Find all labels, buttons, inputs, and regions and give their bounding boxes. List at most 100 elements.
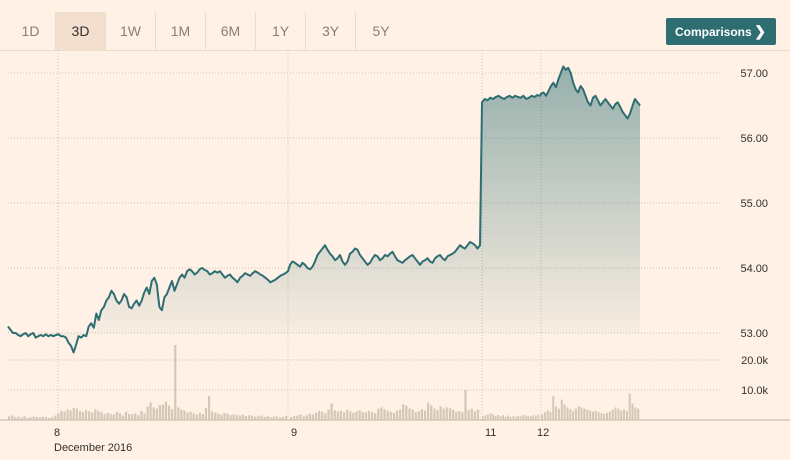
x-tick-label: 8 (54, 427, 60, 439)
volume-bar (509, 417, 512, 420)
volume-bar (349, 411, 352, 420)
volume-bar (504, 416, 507, 420)
volume-bar (308, 413, 311, 420)
volume-bar (324, 413, 327, 420)
volume-bar (121, 415, 124, 420)
volume-bar (146, 406, 149, 420)
comparisons-button[interactable]: Comparisons ❯ (666, 18, 776, 45)
volume-bar (543, 412, 546, 420)
volume-bar (78, 411, 81, 420)
volume-bar (623, 409, 625, 420)
y-axis: 57.00 56.00 55.00 54.00 53.00 20.0k 10.0k (740, 68, 768, 397)
chevron-right-icon: ❯ (754, 23, 766, 39)
volume-bar (436, 410, 439, 420)
volume-bar (226, 414, 229, 420)
volume-bar (514, 416, 517, 420)
volume-bar (411, 409, 414, 420)
range-tab-6m[interactable]: 6M (206, 12, 256, 50)
volume-bar (23, 416, 26, 420)
volume-bar (499, 416, 502, 420)
volume-bar (38, 417, 41, 420)
x-tick-label: 12 (537, 427, 549, 439)
volume-bar (198, 412, 201, 420)
tabs-divider (0, 50, 790, 51)
volume-bar (155, 408, 158, 420)
volume-bar (302, 416, 305, 420)
volume-bar (427, 402, 430, 420)
volume-bar (541, 414, 543, 420)
volume-bar (84, 410, 88, 420)
volume-bar (614, 407, 617, 420)
volume-bar (63, 411, 66, 420)
volume-bar (364, 412, 367, 420)
volume-bar (492, 414, 494, 420)
volume-bar (106, 412, 109, 420)
volume-bar (192, 413, 195, 420)
volume-bar (41, 416, 44, 420)
volume-bar (439, 406, 442, 420)
volume-bar (589, 410, 592, 420)
volume-bar (423, 410, 427, 420)
range-tab-5y[interactable]: 5Y (372, 23, 390, 39)
volume-bar (386, 410, 389, 420)
volume-bar (487, 414, 489, 420)
volume-bar (281, 417, 284, 420)
volume-bar (201, 414, 204, 420)
volume-bar (600, 413, 603, 420)
volume-bar (594, 410, 597, 420)
range-tab-1y[interactable]: 1Y (256, 12, 306, 50)
volume-bar (330, 403, 333, 420)
volume-bar (75, 408, 78, 420)
volume-bar (563, 404, 566, 420)
volume-bar (134, 413, 137, 420)
volume-bar (494, 415, 497, 420)
volume-bar (284, 416, 288, 420)
volume-bar (180, 409, 183, 420)
volume-bar (232, 414, 235, 420)
volume-bar (32, 416, 35, 420)
volume-bar (260, 415, 263, 420)
range-tab-1d[interactable]: 1D (6, 12, 56, 50)
range-tab-3y[interactable]: 3Y (306, 12, 356, 50)
volume-bar (60, 410, 63, 420)
volume-bar (405, 405, 408, 420)
volume-bar (278, 417, 281, 420)
volume-bar (20, 417, 23, 420)
volume-bar (238, 415, 241, 420)
volume-bar (417, 411, 420, 420)
volume-bar (14, 417, 17, 420)
volume-bar (44, 417, 48, 420)
volume-bar (527, 416, 530, 420)
volume-bar (574, 408, 577, 420)
price-tick-label: 55.00 (740, 198, 768, 210)
volume-bar (186, 412, 189, 420)
volume-bar (484, 415, 487, 420)
volume-bar (560, 399, 563, 420)
volume-bar (603, 414, 606, 420)
volume-bar (208, 396, 211, 420)
range-tab-1m[interactable]: 1M (156, 12, 206, 50)
volume-bar (507, 415, 509, 420)
volume-bar (112, 414, 115, 420)
volume-bar (327, 409, 330, 420)
volume-bar (195, 414, 198, 420)
volume-bar (275, 416, 278, 420)
range-tab-3d[interactable]: 3D (56, 12, 106, 50)
volume-bar (476, 409, 480, 420)
volume-bar (235, 414, 238, 420)
x-tick-label: 11 (485, 427, 496, 439)
volume-bar (97, 410, 100, 420)
volume-bar (115, 411, 118, 420)
range-tab-1w[interactable]: 1W (106, 12, 156, 50)
volume-bar (140, 411, 143, 420)
volume-bar (66, 409, 69, 420)
volume-bar (580, 407, 583, 420)
volume-bar (81, 411, 84, 420)
volume-bar (164, 401, 168, 420)
volume-bar (174, 345, 177, 420)
volume-bar (452, 409, 455, 420)
volume-bar (183, 410, 186, 420)
volume-bar (100, 412, 103, 420)
volume-bar (223, 413, 226, 420)
volume-bar (254, 416, 257, 420)
